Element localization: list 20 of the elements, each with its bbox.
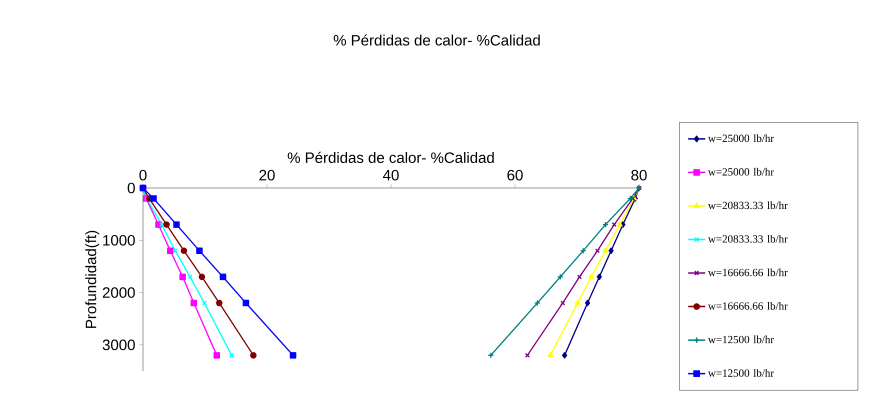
y-tick-label: 1000 — [103, 234, 135, 246]
y-tick-label: 3000 — [102, 340, 135, 350]
y-tick-label: 0 — [128, 182, 135, 194]
y-tick-label: 2000 — [102, 287, 135, 298]
legend-label: w=16666.66 lb/hr — [708, 302, 788, 310]
legend-label: w=12500 lb/hr — [708, 336, 774, 344]
x-tick-label: 80 — [631, 170, 647, 180]
legend-label: w=25000 lb/hr — [708, 168, 774, 176]
legend-label: w=12500 lb/hr — [708, 369, 774, 377]
x-axis-title: % Pérdidas de calor- %Calidad — [288, 152, 494, 163]
x-tick-label: 20 — [259, 170, 275, 180]
legend-label: w=20833.33 lb/hr — [708, 234, 788, 243]
x-tick-label: 60 — [507, 170, 523, 180]
legend-label: w=25000 lb/hr — [708, 134, 774, 142]
chart-title: % Pérdidas de calor- %Calidad — [334, 34, 540, 46]
x-tick-label: 0 — [139, 170, 147, 180]
y-axis-title: Profundidad(ft) — [85, 230, 100, 328]
legend-label: w=20833.33 lb/hr — [708, 201, 788, 210]
x-tick-label: 40 — [383, 170, 399, 180]
legend-label: w=16666.66 lb/hr — [708, 268, 788, 276]
